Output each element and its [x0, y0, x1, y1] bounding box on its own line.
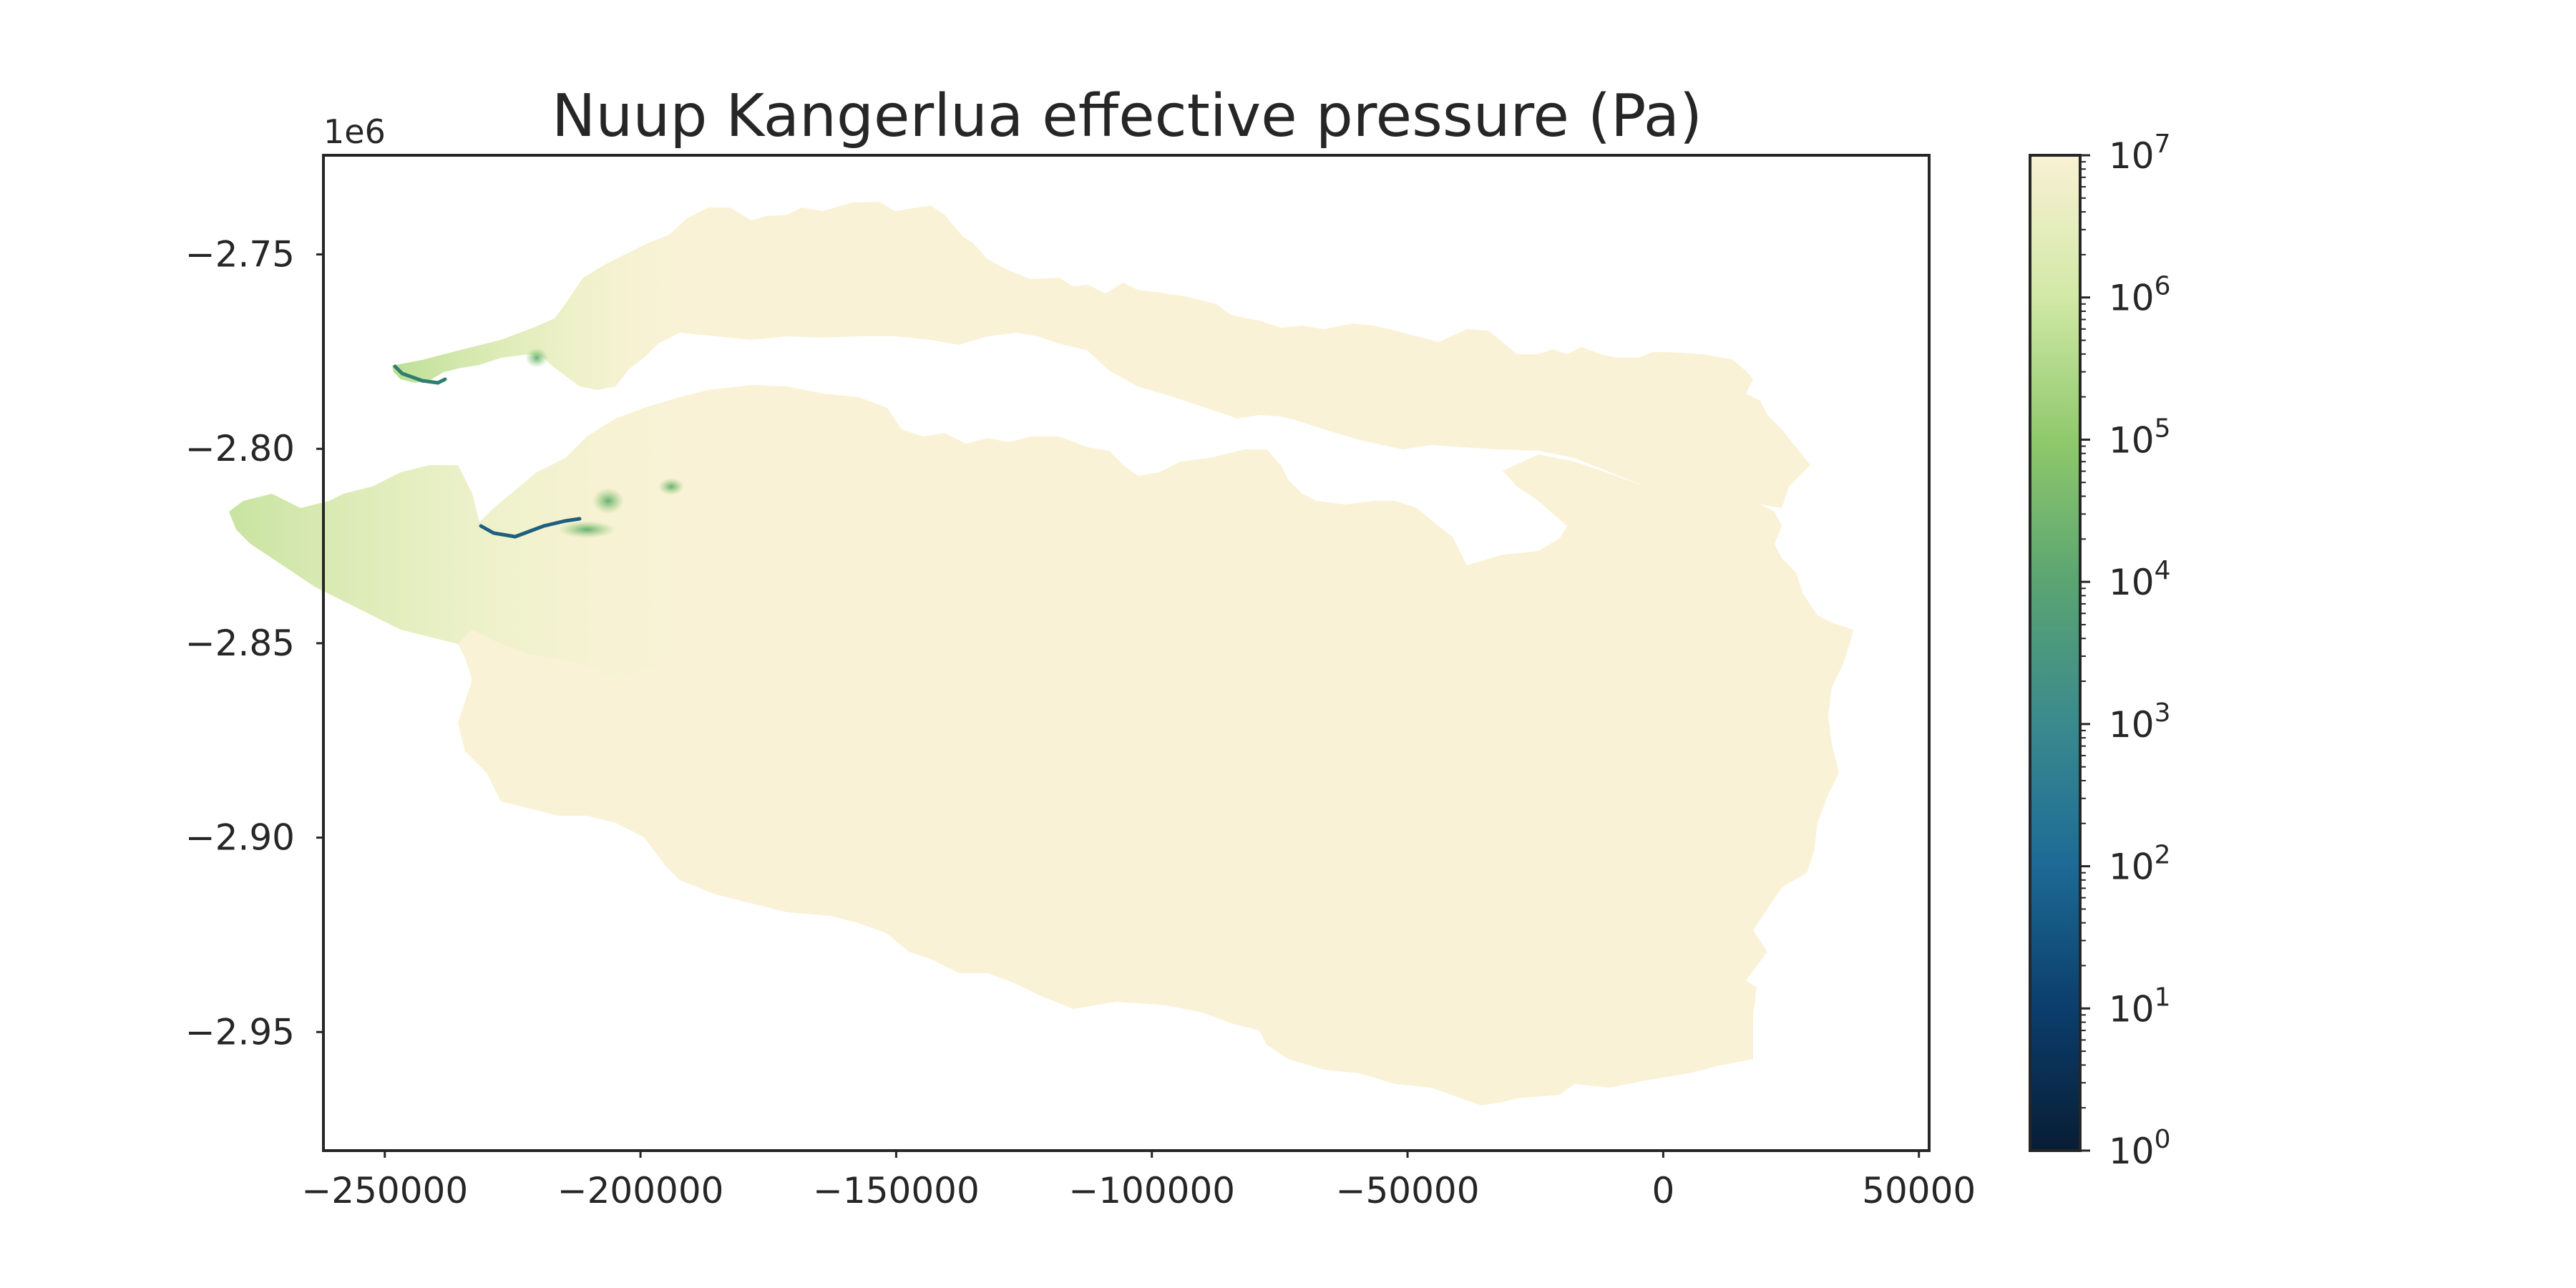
y-offset-label: 1e6: [323, 112, 386, 151]
low-pressure-patch-3: [525, 348, 548, 368]
northern-fjord-field: [392, 202, 1810, 508]
northern-terminus-edge: [393, 364, 447, 385]
y-tick-label: −2.85: [185, 623, 295, 664]
x-tick-label: −250000: [301, 1170, 468, 1211]
plot-area-frame: [322, 154, 1931, 1152]
colorbar-tick-label: 103: [2109, 698, 2171, 746]
x-axis: −250000 −200000 −150000 −100000 −50000 0 50000: [301, 1151, 1976, 1211]
colorbar-gradient: [2030, 155, 2080, 1151]
southern-fjord-field: [229, 385, 1853, 1106]
x-tick-label: 0: [1652, 1170, 1674, 1211]
colorbar-ticks: 100 101 102 103 104 105 106 107: [2080, 130, 2171, 1172]
colorbar-tick-label: 106: [2109, 272, 2171, 319]
low-pressure-patch-4: [558, 521, 615, 538]
colorbar-tick-label: 104: [2109, 556, 2171, 603]
x-tick-label: −150000: [813, 1170, 980, 1211]
colorbar-tick-label: 102: [2109, 841, 2171, 888]
y-axis: −2.75 −2.80 −2.85 −2.90 −2.95: [185, 234, 323, 1053]
colorbar-tick-label: 100: [2109, 1125, 2171, 1172]
colorbar: 100 101 102 103 104 105 106 107: [2029, 130, 2171, 1172]
northern-terminus-low-pressure: [392, 215, 708, 390]
x-tick-label: −50000: [1336, 1170, 1480, 1211]
low-pressure-patch-1: [658, 478, 684, 495]
southern-terminus-edge: [479, 517, 582, 539]
colorbar-frame: [2029, 154, 2082, 1152]
x-tick-label: −100000: [1068, 1170, 1235, 1211]
colorbar-tick-label: 101: [2109, 982, 2171, 1030]
y-tick-label: −2.90: [185, 817, 295, 859]
colorbar-tick-label: 107: [2109, 130, 2171, 177]
y-tick-label: −2.75: [185, 234, 295, 275]
heatmap-field: [229, 202, 1853, 1106]
x-tick-label: −200000: [557, 1170, 724, 1211]
low-pressure-patch-2: [592, 488, 624, 514]
x-tick-label: 50000: [1862, 1170, 1976, 1211]
y-tick-label: −2.80: [185, 428, 295, 469]
colorbar-tick-label: 105: [2109, 414, 2171, 461]
chart-title: Nuup Kangerlua effective pressure (Pa): [552, 82, 1702, 150]
y-tick-label: −2.95: [185, 1011, 295, 1053]
